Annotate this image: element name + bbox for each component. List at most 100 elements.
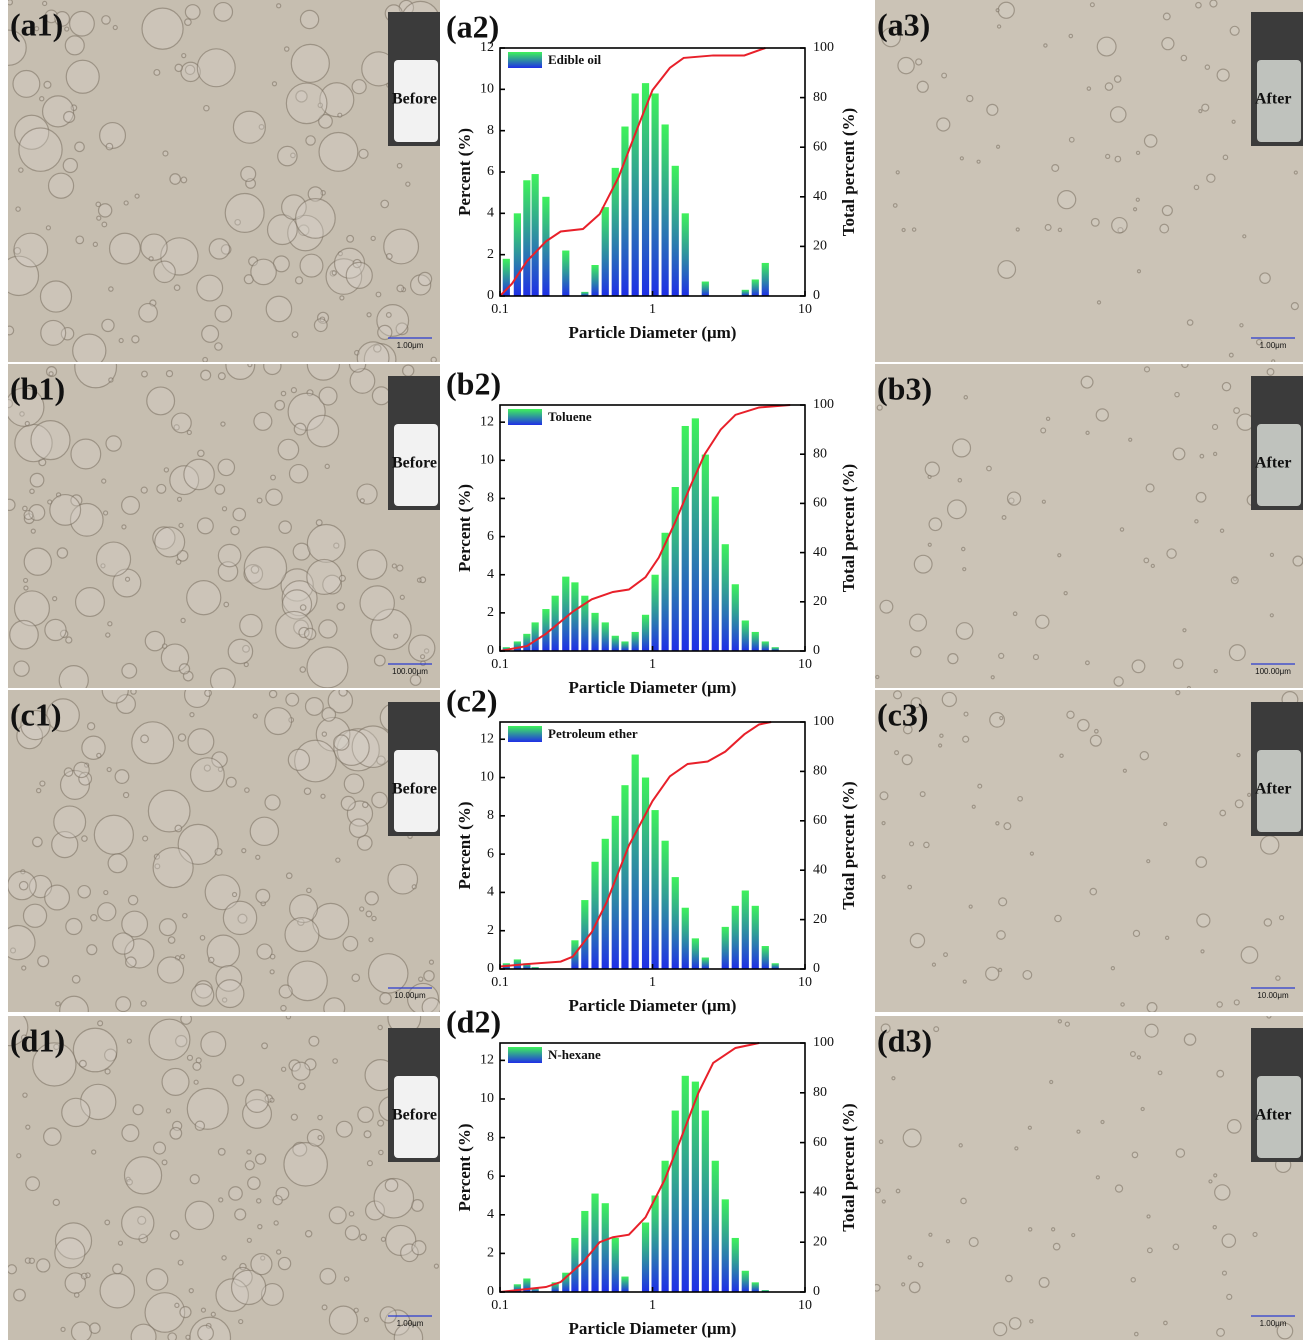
bar — [513, 641, 521, 651]
droplet — [290, 387, 297, 394]
droplet — [1049, 1079, 1054, 1085]
droplet — [333, 729, 370, 766]
droplet — [1071, 1232, 1076, 1238]
bar — [513, 1284, 521, 1292]
droplet — [74, 364, 118, 389]
droplet — [1259, 835, 1280, 855]
droplet — [214, 484, 226, 495]
panel-label: (c2) — [446, 682, 498, 718]
droplet — [955, 622, 974, 640]
droplet — [287, 960, 328, 1002]
droplet — [112, 24, 118, 31]
droplet — [908, 1281, 921, 1294]
droplet — [89, 1322, 101, 1334]
x-axis-label: Particle Diameter (μm) — [569, 678, 737, 697]
droplet — [304, 1230, 313, 1238]
droplet — [130, 690, 137, 695]
droplet — [281, 194, 307, 220]
droplet — [1145, 483, 1155, 493]
bar — [581, 595, 589, 651]
droplet — [277, 1256, 292, 1271]
y2-tick-label: 100 — [813, 714, 834, 729]
y-tick-label: 8 — [487, 808, 494, 823]
droplet — [108, 286, 114, 292]
droplet — [1194, 519, 1199, 524]
droplet — [217, 458, 236, 477]
y-tick-label: 4 — [487, 567, 494, 582]
droplet — [250, 1253, 273, 1276]
droplet — [879, 599, 894, 614]
y-axis-label: Percent (%) — [455, 802, 474, 890]
droplet — [387, 863, 419, 895]
droplet — [333, 734, 350, 751]
droplet — [1221, 1270, 1228, 1276]
droplet — [232, 110, 266, 144]
droplet — [943, 952, 949, 958]
y2-tick-label: 0 — [813, 961, 820, 976]
droplet — [406, 982, 440, 1012]
droplet — [8, 1264, 17, 1275]
droplet — [41, 95, 75, 128]
droplet — [200, 369, 212, 381]
droplet — [1135, 150, 1141, 156]
droplet — [127, 894, 139, 906]
bar — [591, 861, 599, 969]
droplet — [43, 1127, 62, 1146]
droplet — [280, 390, 287, 397]
droplet — [323, 997, 346, 1012]
droplet — [86, 722, 96, 731]
bar — [661, 1160, 669, 1292]
bar — [531, 967, 539, 969]
droplet — [901, 1282, 906, 1287]
droplet — [997, 967, 1003, 973]
droplet — [1051, 163, 1060, 172]
droplet — [154, 526, 186, 558]
y2-tick-label: 60 — [813, 496, 827, 511]
droplet — [245, 1089, 269, 1113]
droplet — [35, 787, 42, 794]
bar — [671, 487, 679, 651]
droplet — [230, 525, 240, 536]
droplet — [380, 199, 390, 209]
droplet — [184, 1200, 215, 1231]
droplet — [37, 955, 50, 968]
droplet — [21, 965, 27, 971]
droplet — [400, 1243, 419, 1263]
bar — [611, 1237, 619, 1292]
droplet — [371, 915, 377, 922]
droplet — [299, 604, 307, 611]
droplet — [60, 1326, 66, 1333]
droplet — [897, 56, 915, 75]
vial-tag: After — [1255, 91, 1291, 108]
droplet — [1109, 106, 1127, 123]
droplet — [256, 943, 273, 960]
droplet — [169, 1126, 183, 1140]
droplet — [907, 884, 913, 890]
droplet — [331, 270, 338, 276]
droplet — [290, 1113, 298, 1121]
droplet — [1029, 851, 1035, 856]
panel-label: (c1) — [10, 696, 62, 732]
droplet — [963, 711, 969, 717]
droplet — [317, 102, 324, 109]
droplet — [265, 488, 283, 506]
droplet — [63, 110, 76, 124]
bar — [571, 1237, 579, 1292]
droplet — [1195, 491, 1207, 503]
droplet — [962, 735, 970, 743]
bar — [711, 1160, 719, 1292]
droplet — [97, 203, 113, 218]
droplet — [81, 835, 88, 842]
droplet — [1234, 799, 1244, 809]
droplet — [265, 295, 293, 323]
droplet — [185, 1334, 191, 1340]
droplet — [288, 463, 309, 484]
droplet — [370, 235, 376, 242]
droplet — [1111, 216, 1128, 234]
bar — [542, 196, 550, 296]
panel-label: (c3) — [877, 696, 929, 732]
droplet — [365, 910, 373, 918]
x-tick-label: 0.1 — [491, 302, 509, 317]
droplet — [1204, 64, 1211, 70]
